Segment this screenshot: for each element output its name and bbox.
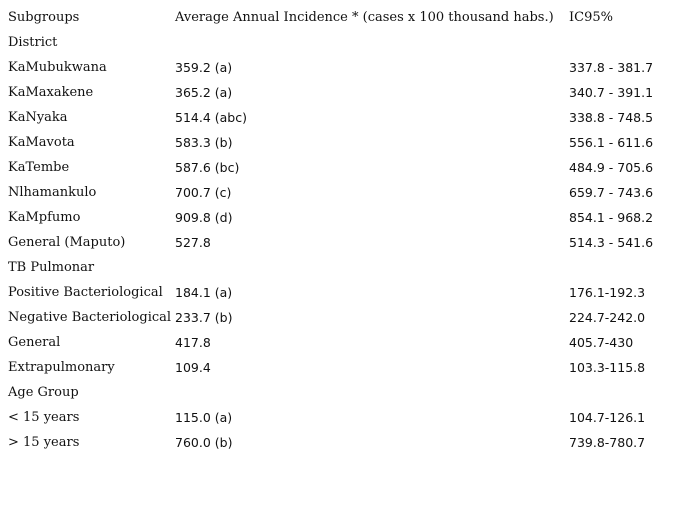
incidence-cell: 587.6 (bc) bbox=[175, 160, 240, 175]
table-row: KaMavota 583.3 (b) 556.1 - 611.6 bbox=[8, 130, 668, 155]
table-row: KaMaxakene 365.2 (a) 340.7 - 391.1 bbox=[8, 80, 668, 105]
table-header-row: Subgroups Average Annual Incidence * (ca… bbox=[8, 5, 668, 30]
incidence-cell: 583.3 (b) bbox=[175, 135, 233, 150]
ci-cell: 103.3-115.8 bbox=[569, 360, 646, 375]
ci-cell: 659.7 - 743.6 bbox=[569, 185, 654, 200]
subgroup-cell: KaMpfumo bbox=[8, 210, 81, 225]
subgroup-cell: KaNyaka bbox=[8, 110, 68, 125]
ci-cell: 556.1 - 611.6 bbox=[569, 135, 654, 150]
section-row-district: District bbox=[8, 30, 668, 55]
section-label: Age Group bbox=[8, 385, 79, 400]
incidence-cell: 115.0 (a) bbox=[175, 410, 233, 425]
header-subgroups: Subgroups bbox=[8, 10, 80, 25]
table-row: General 417.8 405.7-430 bbox=[8, 330, 668, 355]
table-row: KaMubukwana 359.2 (a) 337.8 - 381.7 bbox=[8, 55, 668, 80]
table-row: Negative Bacteriological 233.7 (b) 224.7… bbox=[8, 305, 668, 330]
section-row-tb-pulmonar: TB Pulmonar bbox=[8, 255, 668, 280]
subgroup-cell: KaMaxakene bbox=[8, 85, 94, 100]
table-row: General (Maputo) 527.8 514.3 - 541.6 bbox=[8, 230, 668, 255]
ci-cell: 176.1-192.3 bbox=[569, 285, 646, 300]
incidence-cell: 365.2 (a) bbox=[175, 85, 233, 100]
section-row-age-group: Age Group bbox=[8, 380, 668, 405]
table-row: > 15 years 760.0 (b) 739.8-780.7 bbox=[8, 430, 668, 455]
subgroup-cell: < 15 years bbox=[8, 410, 80, 425]
incidence-cell: 417.8 bbox=[175, 335, 211, 350]
incidence-cell: 514.4 (abc) bbox=[175, 110, 247, 125]
ci-cell: 338.8 - 748.5 bbox=[569, 110, 654, 125]
incidence-cell: 233.7 (b) bbox=[175, 310, 233, 325]
ci-cell: 340.7 - 391.1 bbox=[569, 85, 654, 100]
ci-cell: 104.7-126.1 bbox=[569, 410, 646, 425]
header-ci: IC95% bbox=[569, 10, 613, 25]
ci-cell: 405.7-430 bbox=[569, 335, 634, 350]
subgroup-cell: Positive Bacteriological bbox=[8, 285, 163, 300]
subgroup-cell: General bbox=[8, 335, 61, 350]
section-label: District bbox=[8, 35, 58, 50]
section-label: TB Pulmonar bbox=[8, 260, 95, 275]
incidence-cell: 359.2 (a) bbox=[175, 60, 233, 75]
subgroup-cell: Nlhamankulo bbox=[8, 185, 97, 200]
table-row: Positive Bacteriological 184.1 (a) 176.1… bbox=[8, 280, 668, 305]
table-row: KaNyaka 514.4 (abc) 338.8 - 748.5 bbox=[8, 105, 668, 130]
table-row: Extrapulmonary 109.4 103.3-115.8 bbox=[8, 355, 668, 380]
incidence-cell: 909.8 (d) bbox=[175, 210, 233, 225]
incidence-cell: 109.4 bbox=[175, 360, 211, 375]
subgroup-cell: KaMavota bbox=[8, 135, 75, 150]
ci-cell: 337.8 - 381.7 bbox=[569, 60, 654, 75]
incidence-cell: 700.7 (c) bbox=[175, 185, 232, 200]
subgroup-cell: General (Maputo) bbox=[8, 235, 126, 250]
table-row: KaMpfumo 909.8 (d) 854.1 - 968.2 bbox=[8, 205, 668, 230]
subgroup-cell: > 15 years bbox=[8, 435, 80, 450]
ci-cell: 514.3 - 541.6 bbox=[569, 235, 654, 250]
table-row: Nlhamankulo 700.7 (c) 659.7 - 743.6 bbox=[8, 180, 668, 205]
incidence-cell: 760.0 (b) bbox=[175, 435, 233, 450]
ci-cell: 739.8-780.7 bbox=[569, 435, 646, 450]
table-row: KaTembe 587.6 (bc) 484.9 - 705.6 bbox=[8, 155, 668, 180]
subgroup-cell: KaMubukwana bbox=[8, 60, 107, 75]
subgroup-cell: KaTembe bbox=[8, 160, 70, 175]
header-incidence: Average Annual Incidence * (cases x 100 … bbox=[175, 10, 554, 25]
subgroup-cell: Extrapulmonary bbox=[8, 360, 115, 375]
subgroup-cell: Negative Bacteriological bbox=[8, 310, 172, 325]
incidence-table: Subgroups Average Annual Incidence * (ca… bbox=[8, 5, 668, 455]
ci-cell: 224.7-242.0 bbox=[569, 310, 646, 325]
ci-cell: 484.9 - 705.6 bbox=[569, 160, 654, 175]
incidence-cell: 527.8 bbox=[175, 235, 211, 250]
ci-cell: 854.1 - 968.2 bbox=[569, 210, 654, 225]
incidence-cell: 184.1 (a) bbox=[175, 285, 233, 300]
table-row: < 15 years 115.0 (a) 104.7-126.1 bbox=[8, 405, 668, 430]
